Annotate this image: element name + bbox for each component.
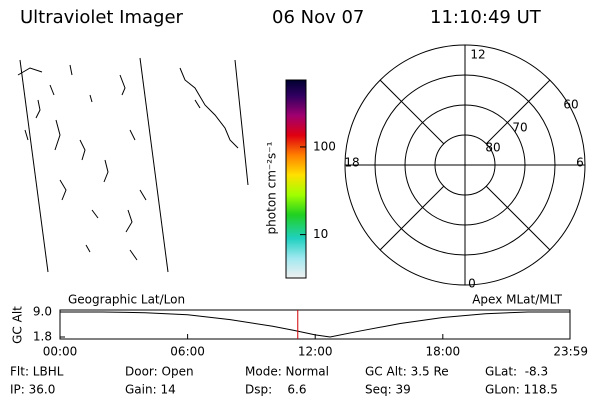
status-field: Mode: Normal <box>245 365 329 379</box>
footer: Flt: LBHL Door: Open Mode: Normal GC Alt: 3… <box>10 365 558 397</box>
time: 11:10:49 UT <box>430 7 542 28</box>
altitude-line <box>60 311 570 338</box>
lat-label: 80 <box>485 141 500 155</box>
mlt-label: 6 <box>576 156 584 170</box>
geo-image <box>17 57 249 273</box>
x-tick-label: 12:00 <box>298 345 333 359</box>
title: Ultraviolet Imager <box>20 7 184 28</box>
status-field: Flt: LBHL <box>10 365 64 379</box>
y-tick-label: 9.0 <box>33 305 52 319</box>
mlt-label: 0 <box>468 277 476 291</box>
y-axis-label: GC Alt <box>11 306 25 344</box>
x-tick-label: 23:59 <box>553 345 588 359</box>
status-field: GC Alt: 3.5 Re <box>365 365 449 379</box>
status-field: GLon: 118.5 <box>485 383 558 397</box>
mlt-label: 12 <box>470 48 485 62</box>
status-field: Dsp: 6.6 <box>245 383 307 397</box>
colorbar-tick-label: 10 <box>313 227 328 241</box>
status-field: Door: Open <box>125 365 194 379</box>
colorbar-tick-label: 100 <box>313 139 336 153</box>
x-tick-label: 06:00 <box>170 345 205 359</box>
lat-label: 60 <box>563 98 578 112</box>
y-tick-label: 1.8 <box>33 330 52 344</box>
polar-grid <box>344 44 586 286</box>
colorbar <box>285 79 307 279</box>
panel-title: Apex MLat/MLT <box>472 293 562 307</box>
colorbar-label: photon cm⁻²s⁻¹ <box>265 141 279 234</box>
x-tick-label: 18:00 <box>426 345 461 359</box>
mlt-label: 18 <box>344 156 359 170</box>
x-tick-label: 00:00 <box>43 345 78 359</box>
lat-label: 70 <box>512 121 527 135</box>
status-field: Gain: 14 <box>125 383 176 397</box>
altitude-chart: 9.0 1.800:00 06:00 12:00 18:00 23:59 <box>33 305 588 359</box>
panel-title: Geographic Lat/Lon <box>68 293 185 307</box>
colorbar-ticks: 10 100 <box>300 139 336 241</box>
date: 06 Nov 07 <box>272 7 364 28</box>
status-field: IP: 36.0 <box>10 383 55 397</box>
status-field: GLat: -8.3 <box>485 365 548 379</box>
status-field: Seq: 39 <box>365 383 411 397</box>
